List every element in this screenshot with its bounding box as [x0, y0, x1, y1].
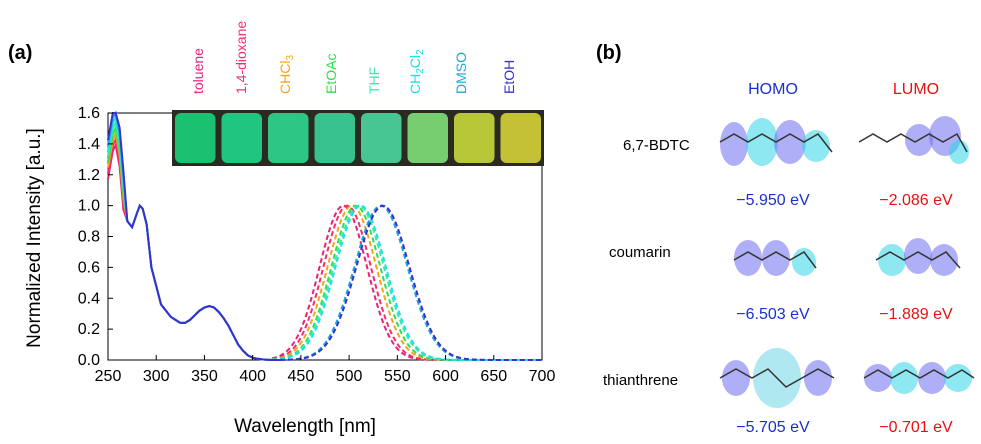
emission-line — [272, 204, 541, 361]
y-ticks: 0.0 0.2 0.4 0.6 0.8 1.0 1.2 1.4 1.6 — [78, 105, 113, 369]
vial — [314, 113, 355, 163]
absorption-line — [107, 141, 282, 361]
vial — [221, 113, 262, 163]
chart-a: 250 300 350 400 450 500 550 600 650 700 0.0 0.2 0.4… — [24, 21, 556, 437]
vial — [407, 113, 448, 163]
row-name-thianthrene: thianthrene — [603, 372, 679, 389]
solvent-label: DMSO — [453, 52, 469, 94]
solvent-label: EtOAc — [323, 54, 339, 94]
y-tick-label: 0.8 — [78, 229, 100, 246]
x-tick-label: 550 — [384, 368, 411, 385]
lumo-header: LUMO — [892, 81, 940, 98]
y-tick-label: 0.4 — [78, 290, 100, 307]
x-tick-label: 500 — [336, 368, 363, 385]
x-ticks: 250 300 350 400 450 500 550 600 650 700 — [95, 355, 556, 385]
lumo-energy-coumarin: −1.889 eV — [879, 306, 953, 323]
solvent-label: EtOH — [501, 60, 517, 94]
vial — [175, 113, 216, 163]
homo-energy-thianthrene: −5.705 eV — [736, 419, 810, 436]
y-tick-label: 0.0 — [78, 352, 100, 369]
absorption-line — [107, 135, 282, 361]
y-tick-label: 1.0 — [78, 198, 100, 215]
x-tick-label: 400 — [239, 368, 266, 385]
y-tick-label: 1.6 — [78, 105, 100, 122]
orbital-lumo-bdtc — [858, 116, 969, 164]
y-tick-label: 1.4 — [78, 136, 100, 153]
x-tick-label: 300 — [143, 368, 170, 385]
homo-energy-coumarin: −6.503 eV — [736, 306, 810, 323]
vial — [268, 113, 309, 163]
lumo-energy-thianthrene: −0.701 eV — [879, 419, 953, 436]
orbital-homo-bdtc — [719, 118, 833, 166]
emission-line — [271, 204, 541, 361]
x-tick-label: 350 — [191, 368, 218, 385]
vial — [454, 113, 495, 163]
x-axis-label: Wavelength [nm] — [234, 416, 376, 437]
solvent-label: 1,4-dioxane — [233, 21, 249, 94]
homo-energy-bdtc: −5.950 eV — [736, 192, 810, 209]
solvent-label: THF — [366, 67, 382, 94]
absorption-line — [107, 112, 282, 361]
lumo-energy-bdtc: −2.086 eV — [879, 192, 953, 209]
solvent-label: toluene — [190, 48, 206, 94]
solvent-label: CHCl3 — [277, 55, 296, 94]
vial — [361, 113, 402, 163]
orbital-homo-thianthrene — [719, 348, 835, 408]
panel-a-label: (a) — [8, 42, 33, 64]
solvent-labels: toluene 1,4-dioxane CHCl3 EtOAc THF CH2Cl2 DMS… — [190, 21, 517, 94]
orbital-lumo-thianthrene — [863, 362, 975, 394]
row-name-bdtc: 6,7-BDTC — [623, 137, 690, 154]
orbital-homo-coumarin — [733, 240, 817, 276]
y-axis-label: Normalized Intensity [a.u.] — [24, 128, 45, 348]
x-tick-label: 700 — [529, 368, 556, 385]
vial — [500, 113, 541, 163]
x-tick-label: 600 — [432, 368, 459, 385]
x-tick-label: 450 — [288, 368, 315, 385]
solvent-label: CH2Cl2 — [407, 49, 426, 94]
emission-lines — [271, 204, 541, 361]
homo-header: HOMO — [748, 81, 798, 98]
panel-b-label: (b) — [596, 42, 622, 64]
y-tick-label: 0.2 — [78, 321, 100, 338]
y-tick-label: 0.6 — [78, 259, 100, 276]
row-name-coumarin: coumarin — [609, 244, 671, 261]
x-tick-label: 250 — [95, 368, 122, 385]
emission-line — [271, 204, 541, 361]
orbital-lumo-coumarin — [875, 238, 961, 276]
vials — [175, 113, 541, 163]
x-tick-label: 650 — [480, 368, 507, 385]
absorption-lines — [107, 110, 282, 361]
absorption-line — [107, 130, 282, 361]
y-tick-label: 1.2 — [78, 167, 100, 184]
